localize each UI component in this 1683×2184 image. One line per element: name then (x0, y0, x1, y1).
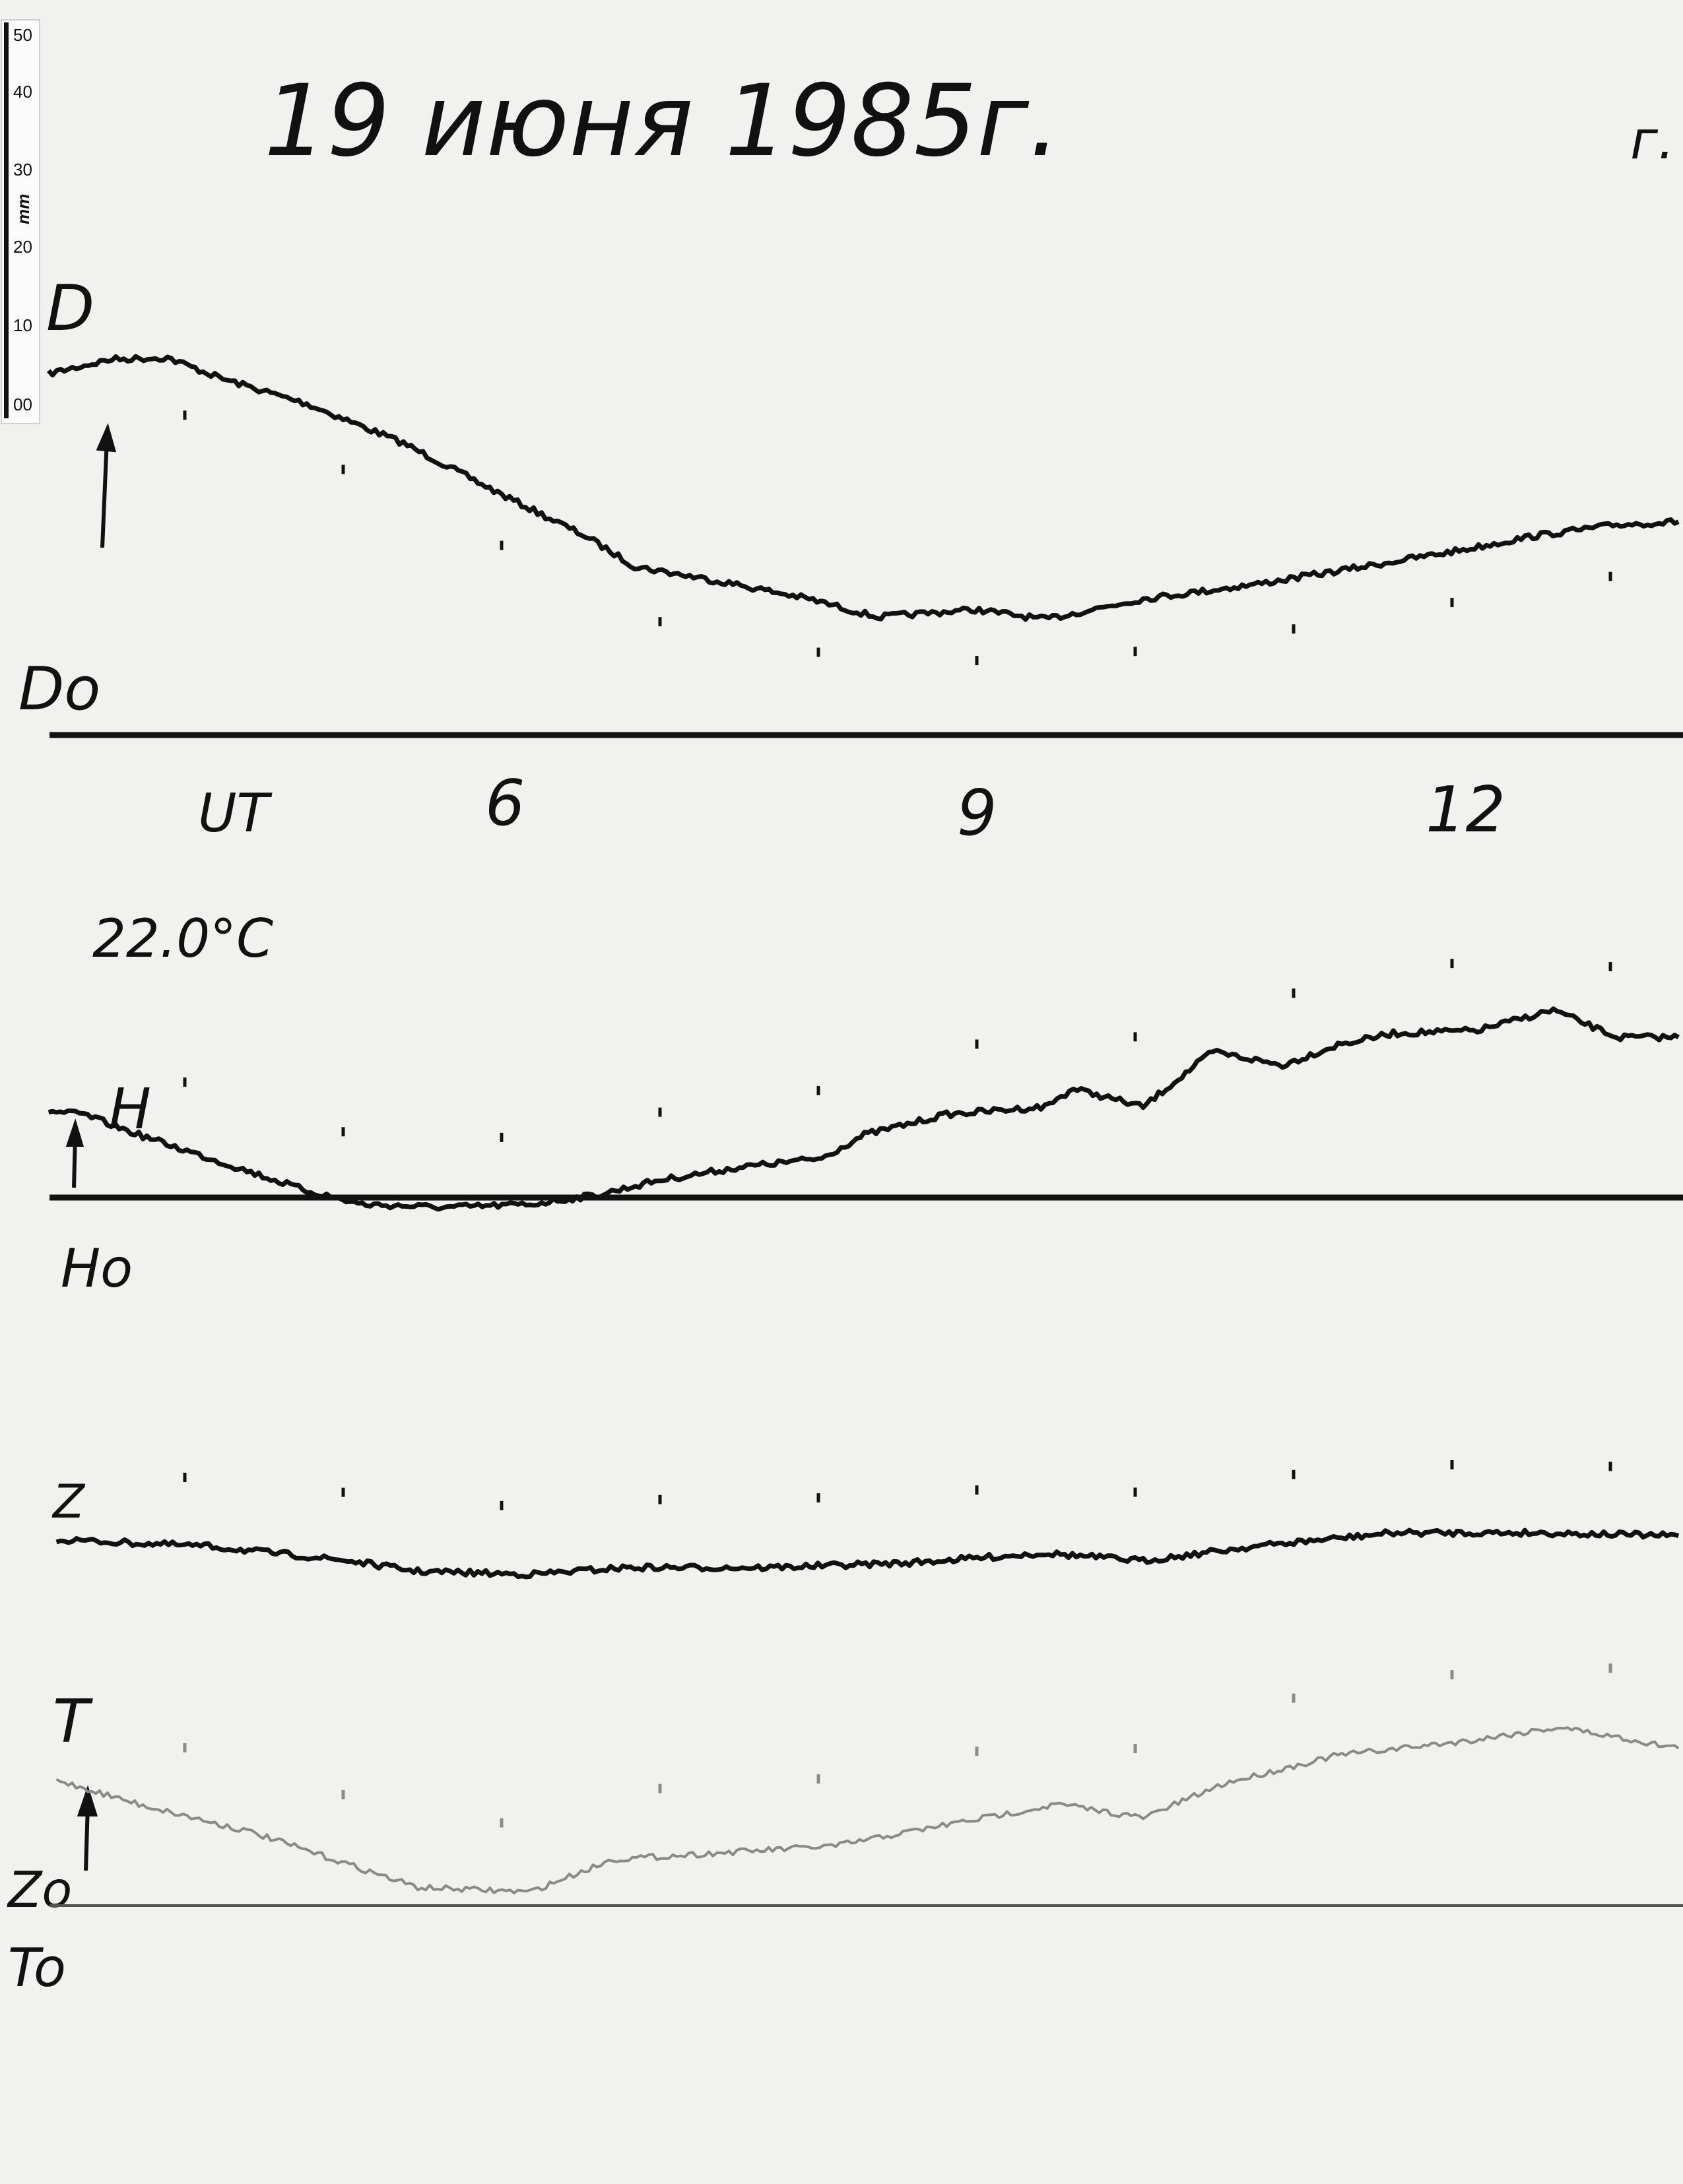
label-ho: Ho (61, 1238, 133, 1299)
up-arrow-icon (65, 1118, 84, 1147)
temperature-note: 22.0°C (92, 908, 273, 969)
mm-ruler: 50 40 30 20 10 00 mm (1, 19, 40, 424)
ruler-tick-10: 10 (13, 315, 32, 335)
ruler-tick-40: 40 (13, 82, 32, 102)
time-tick-6: 6 (485, 767, 525, 840)
chart-title: 19 июня 1985г. (264, 64, 1061, 179)
label-do: Do (18, 655, 100, 724)
ruler-tick-50: 50 (13, 25, 32, 45)
label-d: D (46, 273, 94, 345)
arrow-icons (65, 423, 117, 1871)
label-t: T (53, 1687, 93, 1756)
trace-t (55, 1726, 1680, 1894)
time-axis-label: UT (198, 783, 273, 844)
ruler-tick-00: 00 (13, 395, 32, 414)
ruler-tick-20: 20 (13, 237, 32, 257)
up-arrow-icon (77, 1785, 98, 1816)
ruler-unit: mm (13, 194, 33, 224)
time-tick-12: 12 (1426, 774, 1505, 847)
corner-mark: г. (1630, 110, 1674, 171)
time-tick-9: 9 (957, 777, 997, 850)
up-arrow-icon (100, 438, 109, 548)
label-z: Z (51, 1475, 86, 1529)
trace-h (48, 1006, 1680, 1212)
trace-z (55, 1527, 1680, 1580)
label-to: To (8, 1937, 66, 1999)
label-zo: Zo (7, 1861, 72, 1919)
up-arrow-icon (96, 423, 117, 453)
trace-d (46, 354, 1680, 622)
ruler-tick-30: 30 (13, 160, 32, 179)
